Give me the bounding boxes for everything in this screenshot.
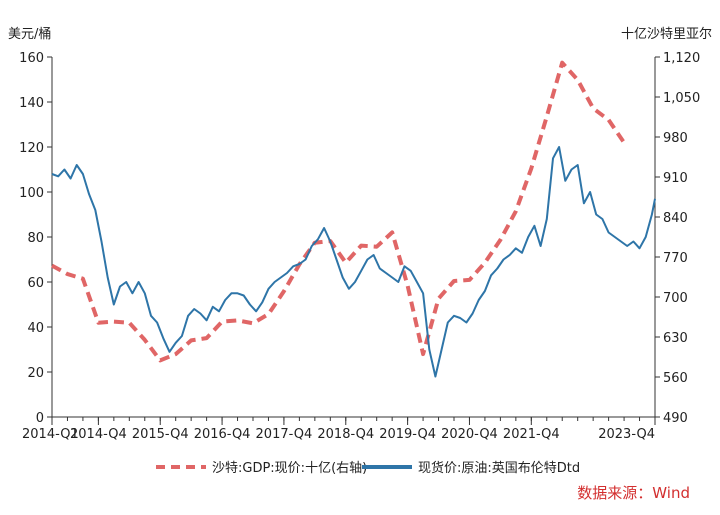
right-tick-label: 490: [663, 411, 688, 426]
left-tick-label: 80: [27, 231, 44, 246]
x-tick-label: 2019-Q4: [379, 427, 436, 442]
series-layer: [51, 60, 656, 378]
left-tick-label: 160: [19, 51, 44, 66]
right-axis-unit-label: 十亿沙特里亚尔: [621, 27, 712, 42]
legend: 沙特:GDP:现价:十亿(右轴) 现货价:原油:英国布伦特Dtd: [156, 460, 580, 476]
source-note: 数据来源：Wind: [577, 484, 690, 502]
x-tick-label: 2020-Q4: [441, 427, 498, 442]
right-tick-label: 560: [663, 371, 688, 386]
x-tick-label: 2018-Q4: [317, 427, 374, 442]
left-tick-label: 40: [27, 321, 44, 336]
left-axis-unit-label: 美元/桶: [8, 27, 51, 42]
left-tick-label: 120: [19, 141, 44, 156]
left-tick-label: 100: [19, 186, 44, 201]
legend-label-gdp: 沙特:GDP:现价:十亿(右轴): [212, 461, 367, 476]
left-tick-label: 140: [19, 96, 44, 111]
right-tick-label: 1,050: [663, 91, 700, 106]
right-tick-label: 840: [663, 211, 688, 226]
right-tick-label: 980: [663, 131, 688, 146]
x-tick-label: 2021-Q4: [503, 427, 560, 442]
left-tick-label: 60: [27, 276, 44, 291]
left-tick-label: 0: [36, 411, 44, 426]
right-tick-label: 630: [663, 331, 688, 346]
legend-label-brent: 现货价:原油:英国布伦特Dtd: [418, 460, 580, 476]
x-tick-label: 2016-Q4: [194, 427, 251, 442]
right-tick-label: 770: [663, 251, 688, 266]
right-tick-label: 910: [663, 171, 688, 186]
x-tick-label: 2017-Q4: [256, 427, 313, 442]
brent-series-line: [51, 146, 656, 378]
axes-layer: 0 20 40 60 80 100 120 140 160 490 560 630 700 770 840 9…: [19, 51, 700, 442]
x-tick-label: 2014-Q4: [70, 427, 127, 442]
right-tick-label: 700: [663, 291, 688, 306]
gdp-series-line: [51, 60, 626, 363]
x-tick-label: 2014-Q1: [22, 427, 79, 442]
x-tick-label: 2023-Q4: [598, 427, 655, 442]
right-tick-label: 1,120: [663, 51, 700, 66]
left-tick-label: 20: [27, 366, 44, 381]
x-tick-label: 2015-Q4: [132, 427, 189, 442]
